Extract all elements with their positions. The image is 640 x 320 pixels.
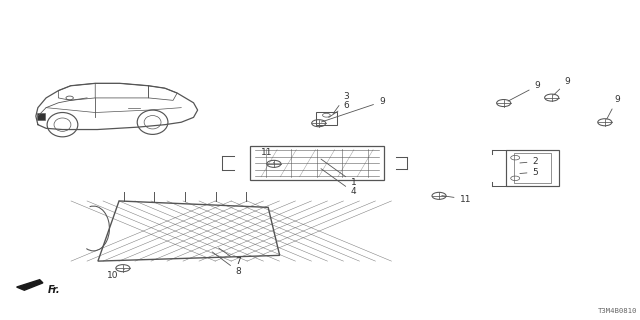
Text: 7: 7 (219, 248, 241, 266)
Text: 2: 2 (520, 157, 538, 166)
Text: 5: 5 (520, 168, 538, 177)
Bar (97, 195, 281, 263)
Polygon shape (17, 280, 43, 290)
Bar (514, 154, 551, 182)
Text: 8: 8 (212, 252, 241, 276)
Text: Fr.: Fr. (47, 285, 60, 295)
Text: 10: 10 (107, 269, 124, 280)
Text: 9: 9 (607, 95, 620, 119)
Bar (250, 147, 384, 180)
Bar (506, 150, 559, 186)
Bar (37, 113, 45, 120)
Bar (316, 112, 337, 125)
Text: 9: 9 (554, 77, 570, 95)
Text: 6: 6 (329, 101, 349, 117)
Text: 9: 9 (321, 97, 385, 122)
Text: 4: 4 (321, 169, 356, 196)
Text: 11: 11 (261, 148, 274, 163)
Text: 3: 3 (333, 92, 349, 114)
Text: 1: 1 (321, 159, 356, 187)
Text: 9: 9 (508, 81, 540, 101)
Text: T3M4B0810: T3M4B0810 (597, 308, 637, 314)
Text: 11: 11 (442, 195, 471, 204)
